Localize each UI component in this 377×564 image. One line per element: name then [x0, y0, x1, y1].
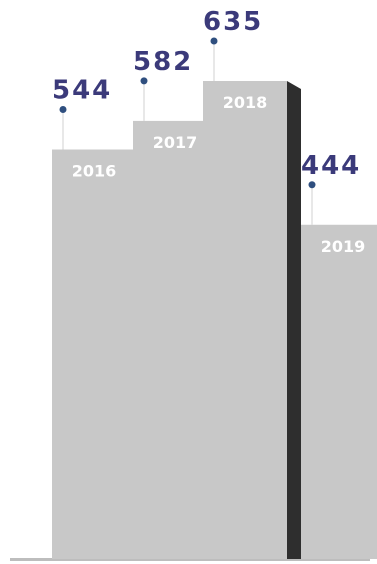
marker-dot-2017: [140, 77, 148, 85]
marker-dot-2016: [59, 106, 67, 114]
value-label-2016: 544: [52, 76, 112, 106]
category-label-2017: 2017: [153, 133, 198, 152]
value-label-2018: 635: [203, 7, 263, 37]
bar-2016: [52, 149, 136, 559]
value-label-2019: 444: [301, 151, 361, 181]
marker-dot-2019: [308, 181, 316, 189]
value-label-2017: 582: [133, 47, 193, 77]
category-label-2016: 2016: [72, 162, 117, 181]
bar-side-2018: [287, 81, 301, 559]
bar-2018: [203, 81, 287, 559]
bars-group: [10, 81, 377, 561]
baseline: [10, 558, 370, 561]
category-label-2019: 2019: [321, 237, 366, 256]
bar-2019: [301, 224, 377, 560]
labels-group: 2016 544 2017 582 2018 635 2019 444: [52, 7, 365, 256]
marker-dot-2018: [210, 37, 218, 45]
category-label-2018: 2018: [223, 93, 268, 112]
